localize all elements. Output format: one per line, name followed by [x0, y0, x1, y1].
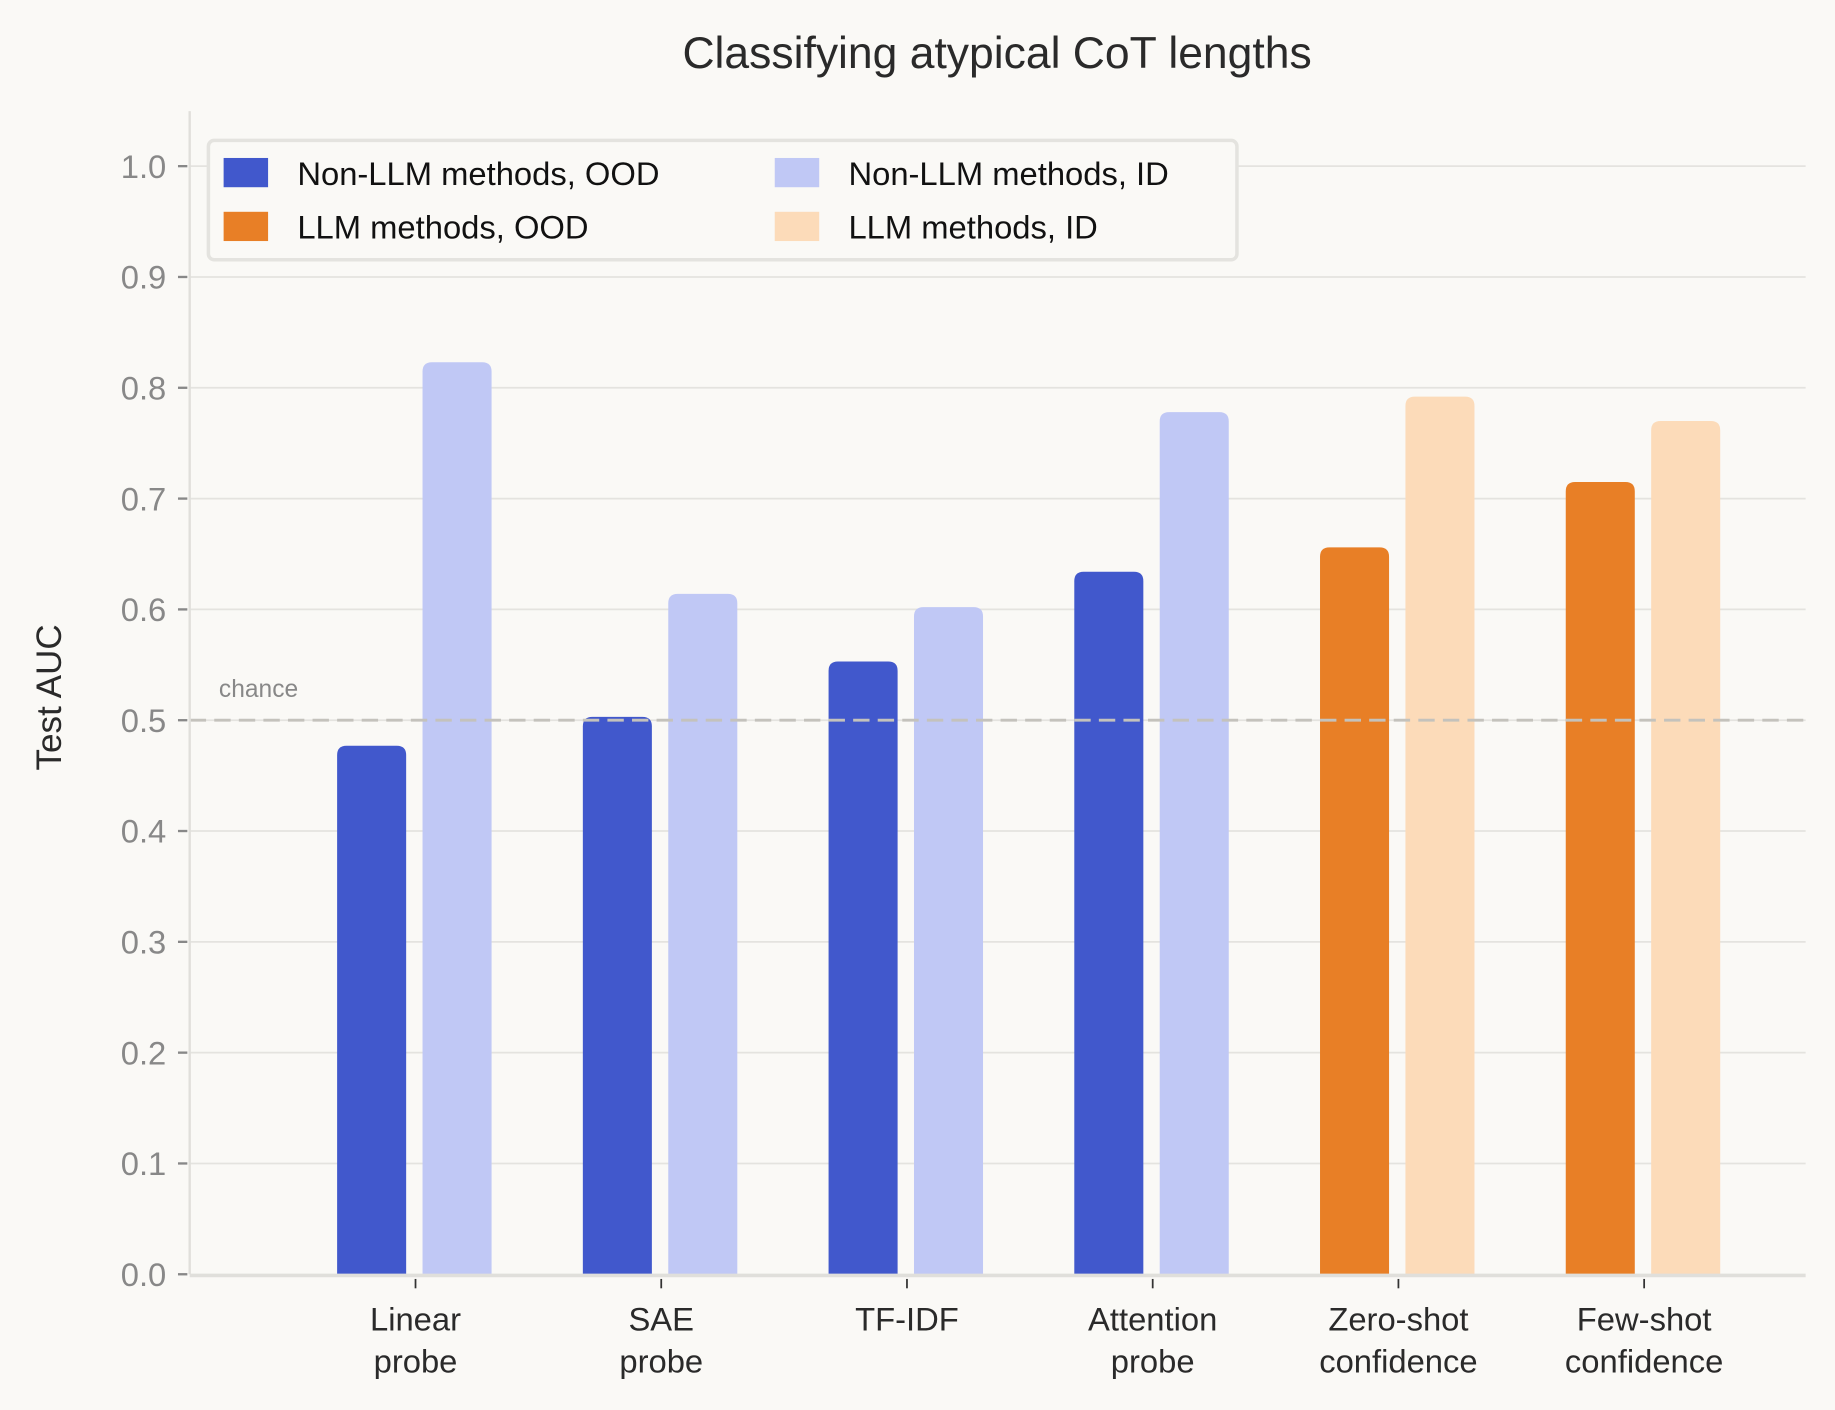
- x-tick-label: SAE: [628, 1300, 694, 1337]
- y-tick-label: 0.5: [121, 702, 167, 739]
- x-tick-label: confidence: [1565, 1343, 1723, 1380]
- legend-label: LLM methods, ID: [848, 209, 1097, 246]
- x-tick-label: Zero-shot: [1328, 1300, 1468, 1337]
- x-tick-label: Attention: [1088, 1300, 1217, 1337]
- chance-label: chance: [219, 676, 298, 703]
- legend-label: Non-LLM methods, OOD: [297, 155, 659, 192]
- y-tick-label: 0.0: [121, 1256, 167, 1293]
- legend-swatch: [774, 157, 820, 188]
- bar: [1159, 412, 1229, 1275]
- y-tick-label: 0.2: [121, 1034, 167, 1071]
- bar: [1320, 547, 1390, 1275]
- legend-swatch: [223, 157, 269, 188]
- legend: Non-LLM methods, OOD Non-LLM methods, ID L…: [206, 138, 1239, 262]
- y-tick-label: 0.8: [121, 369, 167, 406]
- y-tick-label: 0.6: [121, 591, 167, 628]
- x-tick-label: confidence: [1319, 1343, 1477, 1380]
- y-tick-label: 0.9: [121, 259, 167, 296]
- bar: [1565, 481, 1635, 1275]
- x-tick-label: probe: [1111, 1343, 1195, 1380]
- legend-swatch: [223, 211, 269, 242]
- legend-label: Non-LLM methods, ID: [848, 155, 1168, 192]
- y-tick-label: 0.7: [121, 480, 167, 517]
- legend-box: [206, 138, 1239, 262]
- bar: [1405, 396, 1475, 1275]
- y-axis-label: Test AUC: [30, 624, 69, 770]
- x-tick-label: probe: [619, 1343, 703, 1380]
- x-tick-label: probe: [374, 1343, 458, 1380]
- bar: [913, 607, 984, 1275]
- x-tick-label: TF-IDF: [855, 1300, 959, 1337]
- x-tick-label: Few-shot: [1577, 1300, 1712, 1337]
- y-tick-label: 0.1: [121, 1145, 167, 1182]
- legend-swatch: [774, 211, 820, 242]
- bar: [582, 716, 652, 1275]
- bar: [828, 661, 898, 1275]
- bar: [422, 362, 492, 1275]
- y-tick-label: 0.4: [121, 813, 167, 850]
- bar: [668, 593, 738, 1275]
- bar: [1651, 421, 1721, 1275]
- chart-title: Classifying atypical CoT lengths: [682, 29, 1311, 78]
- bar: [1074, 571, 1144, 1275]
- y-tick-label: 0.3: [121, 924, 167, 961]
- y-tick-label: 1.0: [121, 148, 167, 185]
- x-tick-label: Linear: [370, 1300, 461, 1337]
- legend-label: LLM methods, OOD: [297, 209, 588, 246]
- bar: [337, 745, 407, 1275]
